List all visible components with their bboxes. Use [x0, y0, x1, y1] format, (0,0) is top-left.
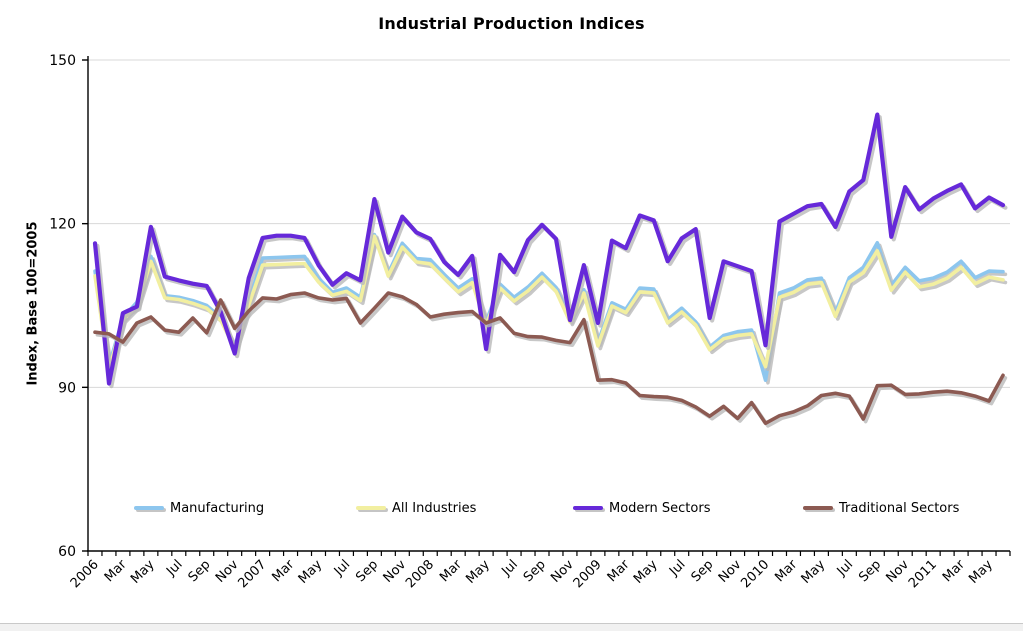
legend-label: All Industries [392, 500, 477, 516]
legend-label: Traditional Sectors [839, 500, 960, 516]
x-tick-label: May [799, 557, 829, 587]
legend-item-all_industries: All Industries [356, 499, 476, 517]
chart-title: Industrial Production Indices [378, 14, 645, 33]
x-tick-label: Sep [353, 557, 381, 585]
legend-swatch-manufacturing [134, 506, 164, 510]
series-line-traditional_sectors [93, 291, 1005, 426]
x-tick-label: 2009 [571, 557, 605, 591]
x-tick-label: Jul [498, 557, 520, 579]
series-line-manufacturing [93, 232, 1005, 383]
legend-swatch-modern_sectors [573, 506, 603, 510]
x-tick-label: May [296, 557, 326, 587]
x-tick-label: May [631, 557, 661, 587]
x-tick-label: Sep [186, 557, 214, 585]
x-tick-label: Sep [689, 557, 717, 585]
x-tick-label: 2010 [738, 557, 772, 591]
y-tick-label: 150 [49, 53, 76, 69]
x-tick-label: Mar [102, 557, 130, 585]
y-tick-label: 90 [58, 380, 76, 396]
x-tick-label: May [966, 557, 996, 587]
x-tick-label: Sep [856, 557, 884, 585]
x-tick-label: 2007 [235, 557, 269, 591]
gridlines [88, 59, 1010, 388]
x-tick-label: 2011 [906, 557, 940, 591]
legend-swatch-traditional_sectors [803, 506, 833, 510]
y-axis-title: Index, Base 100=2005 [25, 221, 41, 386]
x-tick-label: May [463, 557, 493, 587]
x-tick-label: Mar [437, 557, 465, 585]
legend-label: Modern Sectors [609, 500, 711, 516]
x-tick-label: 2006 [68, 557, 102, 591]
y-tick-label: 120 [49, 217, 76, 233]
x-tick-label: Mar [269, 557, 297, 585]
x-tick-label: Jul [331, 557, 353, 579]
x-tick-label: Mar [940, 557, 968, 585]
legend-item-traditional_sectors: Traditional Sectors [803, 499, 959, 517]
axes [82, 56, 1011, 556]
y-tick-label: 60 [58, 544, 76, 560]
legend-label: Manufacturing [170, 500, 265, 516]
x-tick-label: Sep [521, 557, 549, 585]
legend-swatch-all_industries [356, 506, 386, 510]
series-line-modern_sectors [92, 112, 1006, 386]
x-tick-label: 2008 [403, 557, 437, 591]
x-tick-label: May [128, 557, 158, 587]
window-edge-strip [0, 623, 1023, 631]
x-tick-label: Mar [772, 557, 800, 585]
x-tick-label: Jul [666, 557, 688, 579]
legend-item-manufacturing: Manufacturing [134, 499, 264, 517]
y-axis-tick-labels: 150 120 90 60 [49, 53, 76, 560]
x-tick-label: Jul [163, 557, 185, 579]
legend-item-modern_sectors: Modern Sectors [573, 499, 710, 517]
x-tick-label: Jul [834, 557, 856, 579]
x-tick-label: Mar [605, 557, 633, 585]
series-line-all_industries [93, 234, 1005, 372]
chart-legend: Manufacturing All Industries Modern Sector… [0, 499, 1023, 517]
